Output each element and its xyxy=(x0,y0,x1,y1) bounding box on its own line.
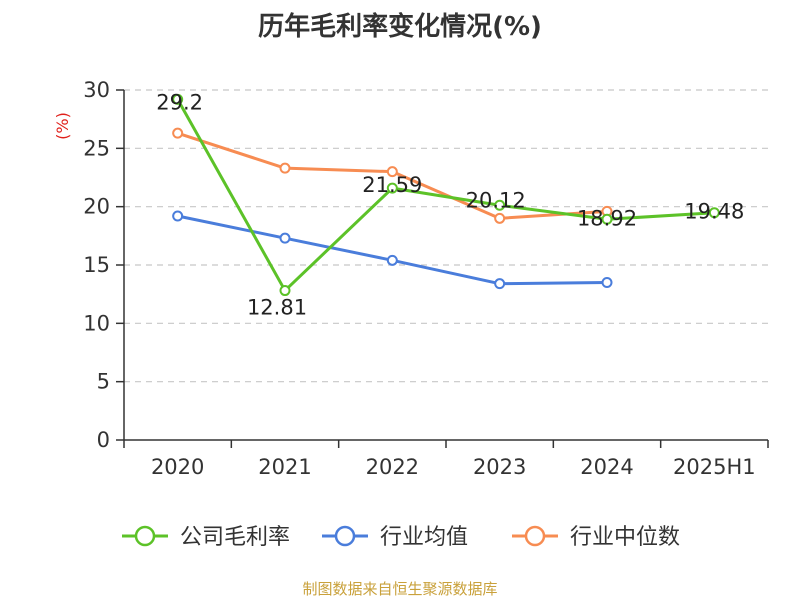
source-note: 制图数据来自恒生聚源数据库 xyxy=(302,580,498,598)
chart-title: 历年毛利率变化情况(%) xyxy=(258,12,542,42)
y-tick-label: 15 xyxy=(83,253,110,277)
data-point xyxy=(708,207,720,219)
data-point xyxy=(386,182,398,194)
y-tick-label: 0 xyxy=(97,428,110,452)
legend-swatch-marker xyxy=(524,525,546,547)
legend-swatch-marker xyxy=(334,525,356,547)
axes: 0 5 10 15 20 25 30 2020 2021 2022 2023 2024 2025H1 (%… xyxy=(53,78,769,479)
y-tick-label: 20 xyxy=(83,195,110,219)
data-point xyxy=(279,285,291,297)
y-axis-label: (%) xyxy=(53,112,72,140)
legend-swatch-marker xyxy=(134,525,156,547)
data-point xyxy=(601,213,613,225)
data-label: 18.92 xyxy=(577,206,637,230)
data-label: 21.59 xyxy=(362,173,422,197)
y-tick-label: 25 xyxy=(83,136,110,160)
legend: 公司毛利率 行业均值 行业中位数 xyxy=(122,525,680,550)
data-point xyxy=(386,254,398,266)
x-tick-label: 2025H1 xyxy=(673,455,756,479)
data-point xyxy=(494,278,506,290)
data-point xyxy=(172,127,184,139)
data-label: 19.48 xyxy=(684,200,744,224)
data-label: 29.2 xyxy=(156,90,203,114)
data-label: 20.12 xyxy=(466,188,526,212)
gridlines xyxy=(124,89,768,383)
data-labels: 29.2 12.81 21.59 20.12 18.92 19.48 xyxy=(156,90,744,319)
y-tick-label: 5 xyxy=(97,370,110,394)
x-tick-label: 2024 xyxy=(580,455,633,479)
y-tick-label: 10 xyxy=(83,311,110,335)
data-point xyxy=(386,166,398,178)
data-point xyxy=(494,212,506,224)
legend-label: 公司毛利率 xyxy=(180,525,290,550)
data-point xyxy=(172,93,184,105)
series-line xyxy=(177,214,608,286)
data-point xyxy=(279,232,291,244)
data-point xyxy=(494,199,506,211)
data-label: 12.81 xyxy=(247,296,307,320)
series-line xyxy=(176,98,715,293)
y-tick-label: 30 xyxy=(83,78,110,102)
data-point xyxy=(172,210,184,222)
x-tick-label: 2020 xyxy=(151,455,204,479)
series-lines xyxy=(172,93,720,297)
legend-label: 行业均值 xyxy=(380,525,468,550)
x-tick-label: 2023 xyxy=(473,455,526,479)
x-tick-label: 2022 xyxy=(366,455,419,479)
data-point xyxy=(279,162,291,174)
data-point xyxy=(601,277,613,288)
legend-label: 行业中位数 xyxy=(570,525,680,550)
x-tick-label: 2021 xyxy=(258,455,311,479)
